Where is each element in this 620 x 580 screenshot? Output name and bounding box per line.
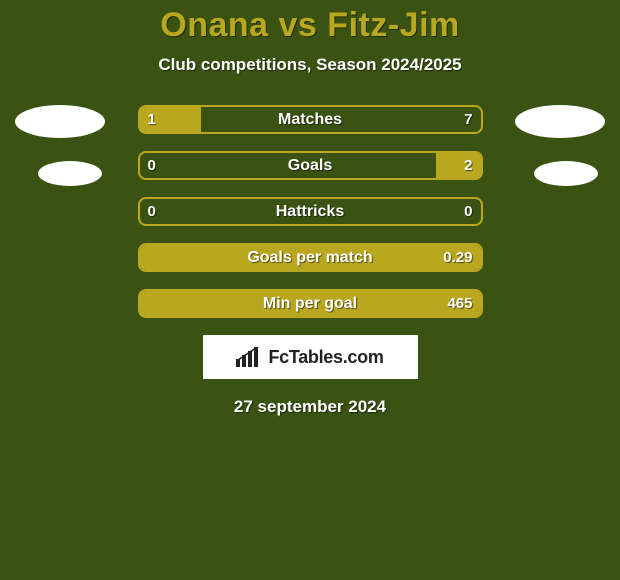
stat-value-right: 465 <box>447 291 472 316</box>
stat-row-min-per-goal: Min per goal 465 <box>138 289 483 318</box>
stat-label: Goals <box>140 153 481 178</box>
stat-row-goals-per-match: Goals per match 0.29 <box>138 243 483 272</box>
stat-value-right: 2 <box>464 153 472 178</box>
player2-name: Fitz-Jim <box>327 6 459 44</box>
stat-value-right: 0.29 <box>443 245 472 270</box>
title-vs: vs <box>279 6 318 44</box>
stat-row-goals: 0 Goals 2 <box>138 151 483 180</box>
stat-row-matches: 1 Matches 7 <box>138 105 483 134</box>
player1-flag-badge <box>38 161 102 186</box>
fctables-bars-icon <box>236 347 262 367</box>
date-text: 27 september 2024 <box>0 397 620 417</box>
player2-flag-badge <box>534 161 598 186</box>
stats-area: 1 Matches 7 0 Goals 2 0 Hattricks 0 Goal… <box>0 105 620 318</box>
stat-row-hattricks: 0 Hattricks 0 <box>138 197 483 226</box>
stat-label: Hattricks <box>140 199 481 224</box>
page-title: Onana vs Fitz-Jim <box>0 6 620 45</box>
brand-box[interactable]: FcTables.com <box>203 335 418 379</box>
comparison-card: Onana vs Fitz-Jim Club competitions, Sea… <box>0 0 620 417</box>
player1-club-badge <box>15 105 105 138</box>
player2-club-badge <box>515 105 605 138</box>
player1-name: Onana <box>160 6 268 44</box>
subtitle: Club competitions, Season 2024/2025 <box>0 55 620 75</box>
stat-label: Goals per match <box>140 245 481 270</box>
stat-label: Matches <box>140 107 481 132</box>
stat-label: Min per goal <box>140 291 481 316</box>
stat-value-right: 7 <box>464 107 472 132</box>
stat-value-right: 0 <box>464 199 472 224</box>
brand-text: FcTables.com <box>268 347 383 368</box>
